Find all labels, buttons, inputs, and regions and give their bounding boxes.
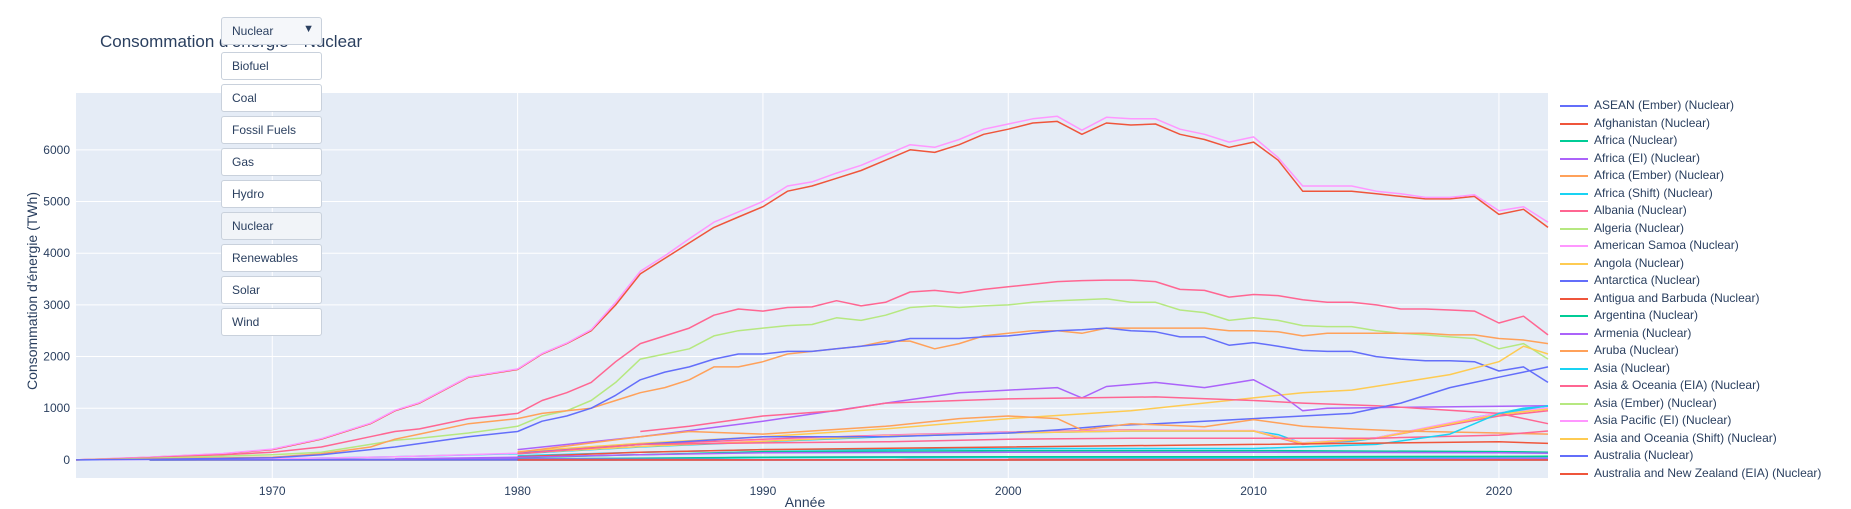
legend-label: Aruba (Nuclear) [1594, 343, 1679, 357]
series-line [517, 430, 1549, 455]
legend-swatch [1560, 350, 1588, 352]
legend-label: Asia (Ember) (Nuclear) [1594, 395, 1717, 410]
series-line [640, 396, 1549, 433]
legend-label: Asia (Nuclear) [1594, 360, 1671, 375]
legend-swatch [1560, 227, 1588, 230]
dropdown-selected-value: Nuclear [232, 24, 274, 38]
y-tick-label: 4000 [43, 246, 70, 260]
legend-swatch [1560, 455, 1588, 457]
dropdown-option-fossil-fuels[interactable]: Fossil Fuels [221, 116, 322, 144]
legend-swatch [1560, 175, 1588, 177]
legend-swatch [1560, 472, 1588, 475]
legend-swatch [1560, 210, 1588, 212]
legend-swatch [1560, 420, 1588, 422]
series-line [75, 279, 1549, 461]
legend-label: American Samoa (Nuclear) [1594, 238, 1739, 252]
legend-swatch [1560, 332, 1588, 335]
legend-label: Armenia (Nuclear) [1594, 325, 1692, 340]
dropdown-option-wind[interactable]: Wind [221, 308, 322, 336]
series-line [517, 345, 1549, 453]
x-axis-ticks: 1970 1980 1990 2000 2010 2020 [259, 484, 1513, 498]
dropdown-option-gas[interactable]: Gas [221, 148, 322, 176]
series-line [75, 327, 1549, 461]
series-line [394, 451, 1549, 460]
legend-label: Australia (Nuclear) [1594, 448, 1694, 462]
x-tick-label: 2010 [1240, 484, 1267, 498]
legend-swatch [1560, 280, 1588, 282]
y-tick-label: 0 [63, 453, 70, 467]
series-lines [75, 115, 1549, 461]
dropdown-option-nuclear[interactable]: Nuclear [221, 212, 322, 240]
legend-swatch [1560, 437, 1588, 440]
legend-swatch [1560, 402, 1588, 405]
legend-label: Asia & Oceania (EIA) (Nuclear) [1594, 378, 1761, 392]
legend-swatch [1560, 315, 1588, 317]
legend-swatch [1560, 192, 1588, 195]
series-line [75, 297, 1549, 461]
dropdown-option-renewables[interactable]: Renewables [221, 244, 322, 272]
y-tick-label: 3000 [43, 298, 70, 312]
dropdown-option-biofuel[interactable]: Biofuel [221, 52, 322, 80]
legend-label: Afghanistan (Nuclear) [1594, 115, 1711, 130]
legend-label: Antarctica (Nuclear) [1594, 273, 1701, 287]
legend-label: Albania (Nuclear) [1594, 203, 1687, 217]
legend-swatch [1560, 105, 1588, 107]
dropdown-option-coal[interactable]: Coal [221, 84, 322, 112]
series-line [75, 327, 1549, 461]
legend-swatch [1560, 122, 1588, 125]
legend-label: Algeria (Nuclear) [1594, 220, 1685, 235]
legend-label: Antigua and Barbuda (Nuclear) [1594, 290, 1760, 305]
legend-swatch [1560, 140, 1588, 142]
legend-swatch [1560, 262, 1588, 265]
legend-swatch [1560, 157, 1588, 160]
series-line [517, 415, 1549, 453]
legend-swatch [1560, 297, 1588, 300]
dropdown-option-solar[interactable]: Solar [221, 276, 322, 304]
legend-label: Africa (Ember) (Nuclear) [1594, 168, 1725, 182]
x-axis-label: Année [785, 494, 826, 509]
y-axis-label: Consommation d'énergie (TWh) [24, 192, 40, 390]
legend-label: Argentina (Nuclear) [1594, 308, 1699, 322]
x-tick-label: 1990 [750, 484, 777, 498]
x-tick-label: 2000 [995, 484, 1022, 498]
dropdown-option-hydro[interactable]: Hydro [221, 180, 322, 208]
energy-type-dropdown[interactable]: Nuclear ▼ [221, 17, 322, 45]
series-line [75, 115, 1549, 461]
legend-swatch [1560, 385, 1588, 387]
x-tick-label: 2020 [1486, 484, 1513, 498]
y-tick-label: 6000 [43, 143, 70, 157]
y-tick-label: 1000 [43, 401, 70, 415]
x-tick-label: 1970 [259, 484, 286, 498]
y-tick-label: 2000 [43, 350, 70, 364]
series-line [517, 366, 1549, 454]
legend-label: ASEAN (Ember) (Nuclear) [1594, 98, 1735, 112]
series-line [517, 441, 1549, 458]
x-tick-label: 1980 [504, 484, 531, 498]
legend-label: Africa (EI) (Nuclear) [1594, 150, 1701, 165]
y-axis-ticks: 0 1000 2000 3000 4000 5000 6000 [43, 143, 70, 467]
legend-label: Africa (Nuclear) [1594, 133, 1678, 147]
legend-label: Angola (Nuclear) [1594, 255, 1685, 270]
chevron-down-icon: ▼ [303, 23, 314, 35]
legend-label: Africa (Shift) (Nuclear) [1594, 185, 1713, 200]
legend-swatch [1560, 367, 1588, 370]
legend-label: Asia Pacific (EI) (Nuclear) [1594, 413, 1732, 427]
legend-swatch [1560, 245, 1588, 247]
legend-label: Australia and New Zealand (EIA) (Nuclear… [1594, 465, 1822, 480]
y-tick-label: 5000 [43, 195, 70, 209]
legend-label: Asia and Oceania (Shift) (Nuclear) [1594, 430, 1777, 445]
